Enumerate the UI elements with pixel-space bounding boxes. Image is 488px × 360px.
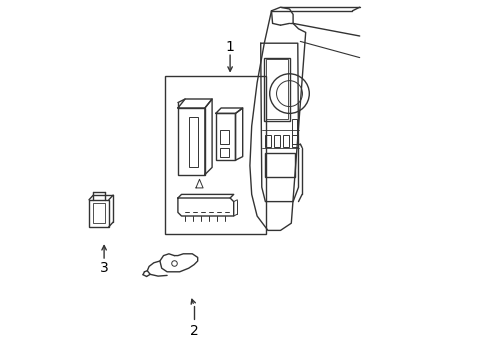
- Bar: [188, 117, 197, 167]
- Bar: [264, 153, 294, 177]
- Bar: [264, 135, 270, 147]
- Bar: [265, 59, 288, 119]
- Bar: [292, 119, 296, 144]
- Bar: [220, 130, 229, 144]
- Text: 2: 2: [189, 324, 198, 338]
- Bar: [273, 135, 280, 147]
- Text: 1: 1: [225, 40, 234, 54]
- Bar: [178, 108, 204, 175]
- Bar: [220, 148, 229, 157]
- Bar: [291, 135, 298, 147]
- Bar: [165, 76, 265, 234]
- Bar: [264, 58, 289, 121]
- Text: 3: 3: [100, 261, 108, 275]
- Bar: [215, 113, 235, 160]
- Bar: [92, 203, 105, 223]
- Bar: [89, 200, 108, 227]
- Bar: [282, 135, 288, 147]
